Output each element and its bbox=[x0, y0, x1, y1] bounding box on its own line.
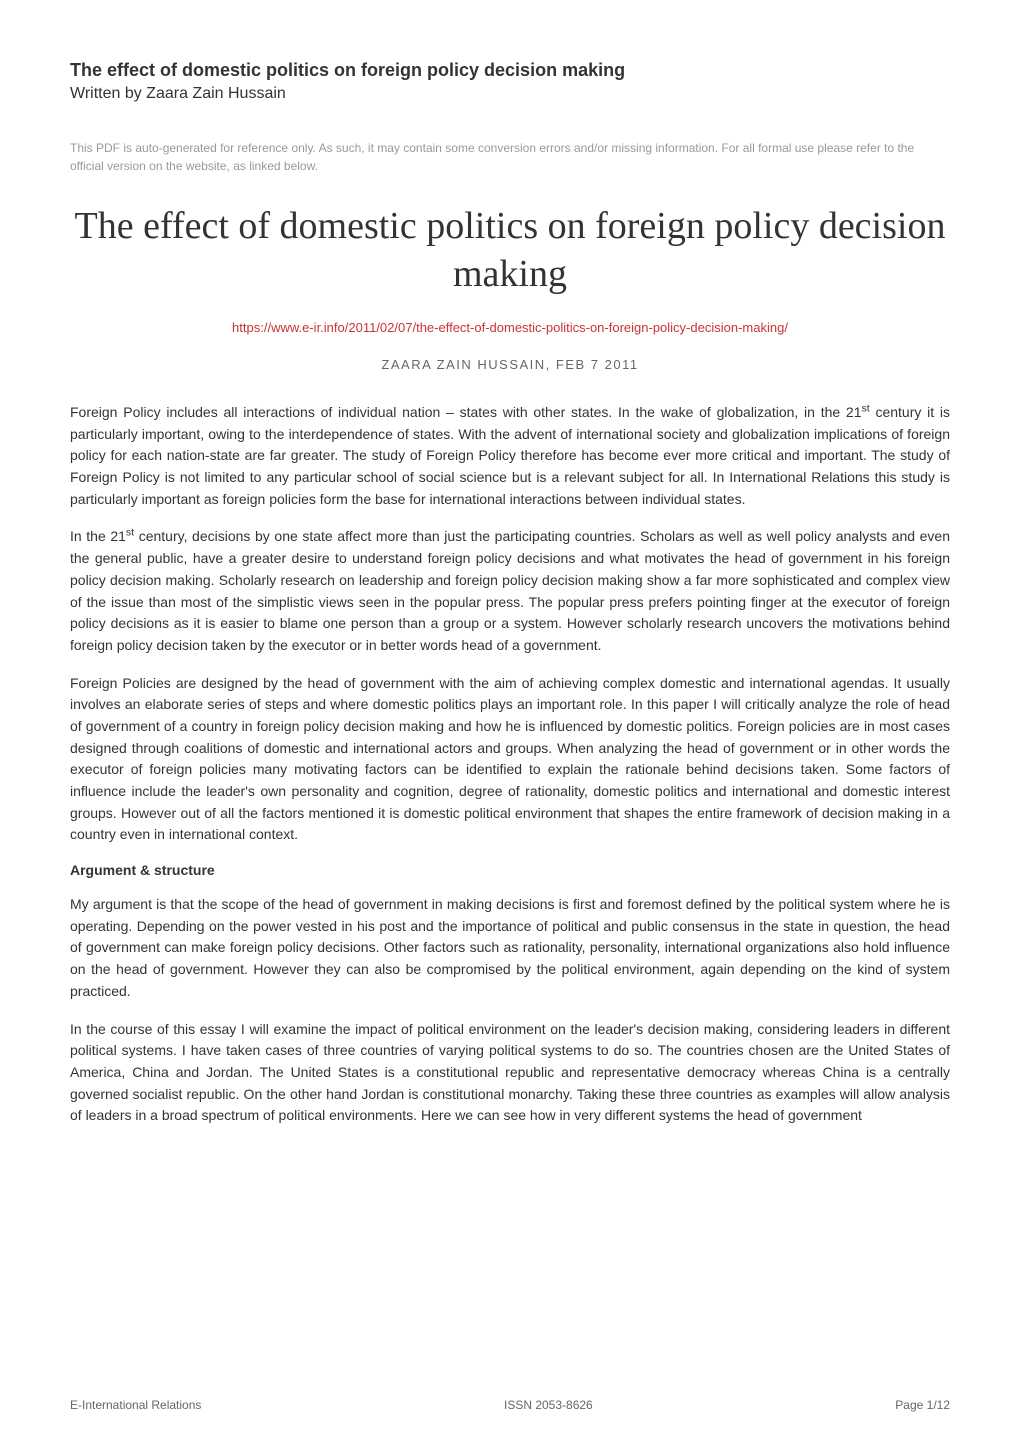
article-title: The effect of domestic politics on forei… bbox=[70, 203, 950, 298]
body-paragraph: In the 21st century, decisions by one st… bbox=[70, 526, 950, 656]
footer-page-number: Page 1/12 bbox=[895, 1398, 950, 1412]
section-heading-argument: Argument & structure bbox=[70, 862, 950, 878]
body-paragraph: In the course of this essay I will exami… bbox=[70, 1019, 950, 1127]
body-paragraph: Foreign Policies are designed by the hea… bbox=[70, 673, 950, 847]
footer-issn: ISSN 2053-8626 bbox=[504, 1398, 593, 1412]
footer-site-name: E-International Relations bbox=[70, 1398, 201, 1412]
page-footer: E-International Relations ISSN 2053-8626… bbox=[70, 1398, 950, 1412]
page-header-byline: Written by Zaara Zain Hussain bbox=[70, 85, 950, 103]
pdf-disclaimer: This PDF is auto-generated for reference… bbox=[70, 139, 950, 175]
page-header-title: The effect of domestic politics on forei… bbox=[70, 60, 950, 81]
body-paragraph: Foreign Policy includes all interactions… bbox=[70, 402, 950, 510]
article-source-url[interactable]: https://www.e-ir.info/2011/02/07/the-eff… bbox=[70, 320, 950, 335]
body-paragraph: My argument is that the scope of the hea… bbox=[70, 894, 950, 1002]
author-date-line: ZAARA ZAIN HUSSAIN, FEB 7 2011 bbox=[70, 357, 950, 372]
